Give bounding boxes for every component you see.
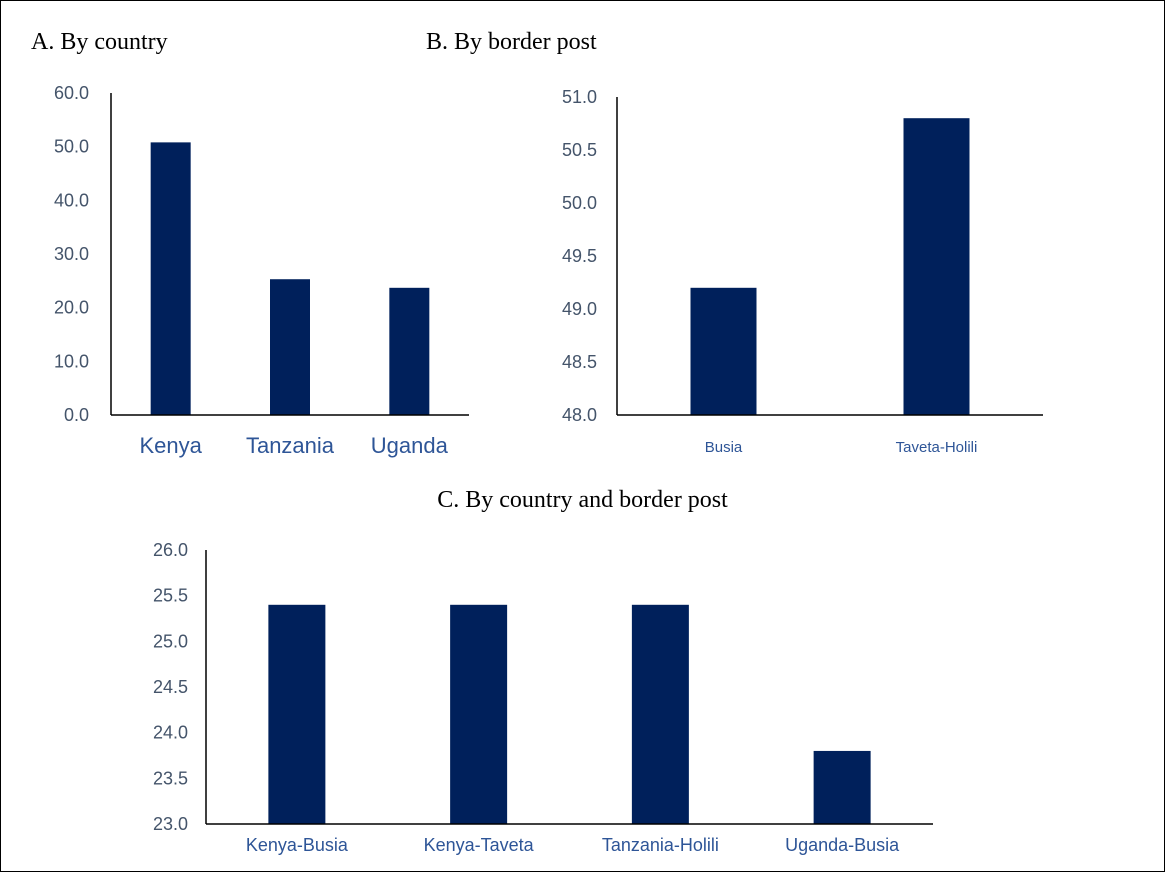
bar-kenya-taveta <box>450 604 508 824</box>
category-label: Kenya-Busia <box>246 835 349 855</box>
category-label: Uganda <box>371 433 449 458</box>
bar-busia <box>690 287 757 415</box>
y-tick-label: 50.0 <box>54 137 89 157</box>
y-tick-label: 20.0 <box>54 298 89 318</box>
y-tick-label: 49.0 <box>562 299 597 319</box>
category-label: Tanzania <box>246 433 335 458</box>
bar-kenya-busia <box>268 604 326 824</box>
y-tick-label: 30.0 <box>54 244 89 264</box>
bar-taveta-holili <box>903 118 970 415</box>
panel-a-title: A. By country <box>31 29 168 55</box>
y-tick-label: 25.5 <box>153 586 188 606</box>
y-tick-label: 50.5 <box>562 140 597 160</box>
y-tick-label: 23.0 <box>153 814 188 834</box>
y-tick-label: 24.0 <box>153 723 188 743</box>
y-tick-label: 0.0 <box>64 405 89 425</box>
y-tick-label: 48.0 <box>562 405 597 425</box>
y-tick-label: 24.5 <box>153 677 188 697</box>
panel-c-title: C. By country and border post <box>437 487 728 513</box>
y-tick-label: 10.0 <box>54 351 89 371</box>
y-tick-label: 48.5 <box>562 352 597 372</box>
y-tick-label: 50.0 <box>562 193 597 213</box>
y-tick-label: 60.0 <box>54 83 89 103</box>
category-label: Kenya-Taveta <box>424 835 535 855</box>
category-label: Busia <box>705 439 743 456</box>
bar-uganda-busia <box>813 750 871 824</box>
panel-b-title: B. By border post <box>426 29 597 55</box>
bar-tanzania <box>270 279 310 415</box>
y-tick-label: 40.0 <box>54 190 89 210</box>
bar-uganda <box>389 287 430 415</box>
category-label: Tanzania-Holili <box>602 835 719 855</box>
y-tick-label: 23.5 <box>153 768 188 788</box>
y-tick-label: 51.0 <box>562 87 597 107</box>
y-tick-label: 25.0 <box>153 631 188 651</box>
y-tick-label: 26.0 <box>153 540 188 560</box>
category-label: Kenya <box>139 433 202 458</box>
bar-tanzania-holili <box>631 604 689 824</box>
y-tick-label: 49.5 <box>562 246 597 266</box>
category-label: Uganda-Busia <box>785 835 900 855</box>
bar-kenya <box>150 142 191 415</box>
category-label: Taveta-Holili <box>896 439 978 456</box>
